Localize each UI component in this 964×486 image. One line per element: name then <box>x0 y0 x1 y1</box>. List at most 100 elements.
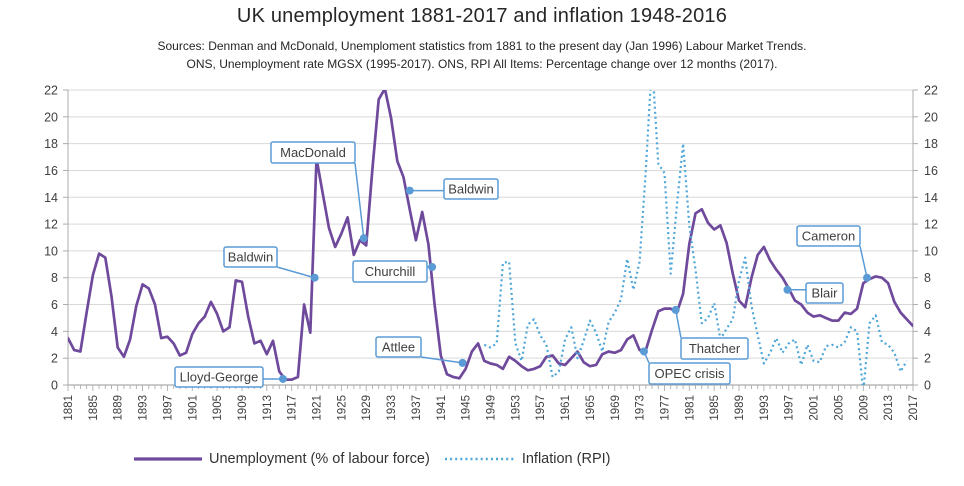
annotation-dot <box>639 347 648 356</box>
inflation-line-swatch <box>444 457 515 461</box>
x-axis-labels: 1881 1885 1889 1893 1897 1901 1905 1909 1913 1917… <box>63 395 920 421</box>
annotation-box <box>805 282 844 304</box>
legend-label-unemployment: Unemployment (% of labour force) <box>209 451 430 467</box>
svg-text:16: 16 <box>44 164 58 178</box>
svg-text:14: 14 <box>924 191 938 205</box>
annotation-label: OPEC crisis <box>654 366 725 381</box>
svg-text:14: 14 <box>44 191 58 205</box>
svg-text:1989: 1989 <box>734 395 746 421</box>
y-axis-right-labels: 0 2 4 6 8 10 12 14 16 18 20 22 <box>913 84 938 393</box>
axes <box>67 90 914 386</box>
svg-text:1921: 1921 <box>312 395 324 421</box>
svg-text:4: 4 <box>924 325 931 339</box>
annotation-label: MacDonald <box>280 145 346 160</box>
svg-text:2005: 2005 <box>833 395 845 421</box>
svg-text:4: 4 <box>51 325 58 339</box>
inflation-series-line <box>483 90 908 385</box>
annotation-dot <box>863 273 872 282</box>
svg-text:2013: 2013 <box>883 395 895 421</box>
annotation-label: Attlee <box>382 340 415 355</box>
svg-text:18: 18 <box>44 137 58 151</box>
unemployment-line-swatch <box>134 457 202 461</box>
annotation-label: Churchill <box>365 264 416 279</box>
annotation-dot <box>428 263 437 271</box>
svg-text:2001: 2001 <box>809 395 821 421</box>
chart-source-line-1: Sources: Denman and McDonald, Unemplomen… <box>157 39 807 53</box>
annotation-box <box>375 336 422 358</box>
svg-text:1997: 1997 <box>784 395 796 421</box>
svg-text:1953: 1953 <box>510 395 522 421</box>
y-axis-left-labels: 0 2 4 6 8 10 12 14 16 18 20 22 <box>44 84 68 393</box>
annotation-label: Thatcher <box>689 341 741 356</box>
svg-text:22: 22 <box>924 84 938 98</box>
svg-text:1993: 1993 <box>759 395 771 421</box>
annotation-box <box>270 141 356 164</box>
svg-text:0: 0 <box>51 379 58 393</box>
annotation-label: Baldwin <box>448 182 494 197</box>
annotation-dot <box>405 186 414 195</box>
annotation-cameron: Cameron <box>796 225 872 282</box>
svg-text:2009: 2009 <box>858 395 870 421</box>
svg-text:2: 2 <box>51 352 58 366</box>
svg-text:1925: 1925 <box>336 395 348 421</box>
svg-text:1901: 1901 <box>187 395 199 421</box>
svg-text:1909: 1909 <box>237 395 249 421</box>
svg-text:1941: 1941 <box>436 395 448 421</box>
unemployment-series-line <box>68 90 913 381</box>
annotation-opec-crisis: OPEC crisis <box>639 347 731 385</box>
annotation-label: Blair <box>811 286 838 301</box>
annotation-label: Baldwin <box>228 250 274 265</box>
svg-text:1957: 1957 <box>535 395 547 421</box>
svg-text:0: 0 <box>924 379 931 393</box>
svg-text:2: 2 <box>924 352 931 366</box>
svg-text:12: 12 <box>44 218 58 232</box>
annotation-thatcher: Thatcher <box>671 305 749 360</box>
annotation-dot <box>783 285 792 294</box>
annotation-blair: Blair <box>783 282 844 304</box>
svg-text:1969: 1969 <box>610 395 622 421</box>
svg-text:1961: 1961 <box>560 395 572 421</box>
svg-text:1929: 1929 <box>361 395 373 421</box>
svg-text:1945: 1945 <box>461 395 473 421</box>
annotation-dot <box>359 234 368 243</box>
svg-text:1985: 1985 <box>709 395 721 421</box>
annotation-baldwin: Baldwin <box>405 178 499 200</box>
annotation-label: Lloyd-George <box>180 370 259 385</box>
annotation-label: Cameron <box>802 229 855 244</box>
svg-text:1977: 1977 <box>659 395 671 421</box>
svg-text:20: 20 <box>44 110 58 124</box>
annotation-baldwin: Baldwin <box>223 246 319 282</box>
chart-source-line-2: ONS, Unemployment rate MGSX (1995-2017).… <box>186 57 778 71</box>
svg-text:1889: 1889 <box>113 395 125 421</box>
svg-text:1949: 1949 <box>486 395 498 421</box>
annotation-dot <box>671 305 680 314</box>
chart-legend: Unemployment (% of labour force) Inflati… <box>133 451 624 467</box>
annotation-box <box>648 362 731 385</box>
annotation-dot <box>310 273 319 282</box>
svg-text:10: 10 <box>924 244 938 258</box>
svg-text:6: 6 <box>51 298 58 312</box>
annotation-macdonald: MacDonald <box>270 141 368 243</box>
svg-text:1937: 1937 <box>411 395 423 421</box>
svg-text:10: 10 <box>44 244 58 258</box>
annotation-dot <box>458 358 467 367</box>
annotation-dot <box>278 374 287 383</box>
chart-title: UK unemployment 1881-2017 and inflation … <box>236 5 728 27</box>
annotation-box <box>352 260 428 283</box>
annotation-attlee: Attlee <box>375 336 467 367</box>
legend-label-inflation: Inflation (RPI) <box>521 451 611 467</box>
annotation-lloyd-george: Lloyd-George <box>174 366 287 388</box>
svg-text:1973: 1973 <box>635 395 647 421</box>
annotation-box <box>443 178 499 200</box>
annotation-box <box>680 337 749 360</box>
svg-text:18: 18 <box>924 137 938 151</box>
svg-text:1881: 1881 <box>63 395 75 421</box>
annotation-box <box>796 225 861 247</box>
svg-text:12: 12 <box>924 218 938 232</box>
svg-text:1913: 1913 <box>262 395 274 421</box>
svg-text:1965: 1965 <box>585 395 597 421</box>
svg-text:1981: 1981 <box>684 395 696 421</box>
svg-text:1893: 1893 <box>138 395 150 421</box>
